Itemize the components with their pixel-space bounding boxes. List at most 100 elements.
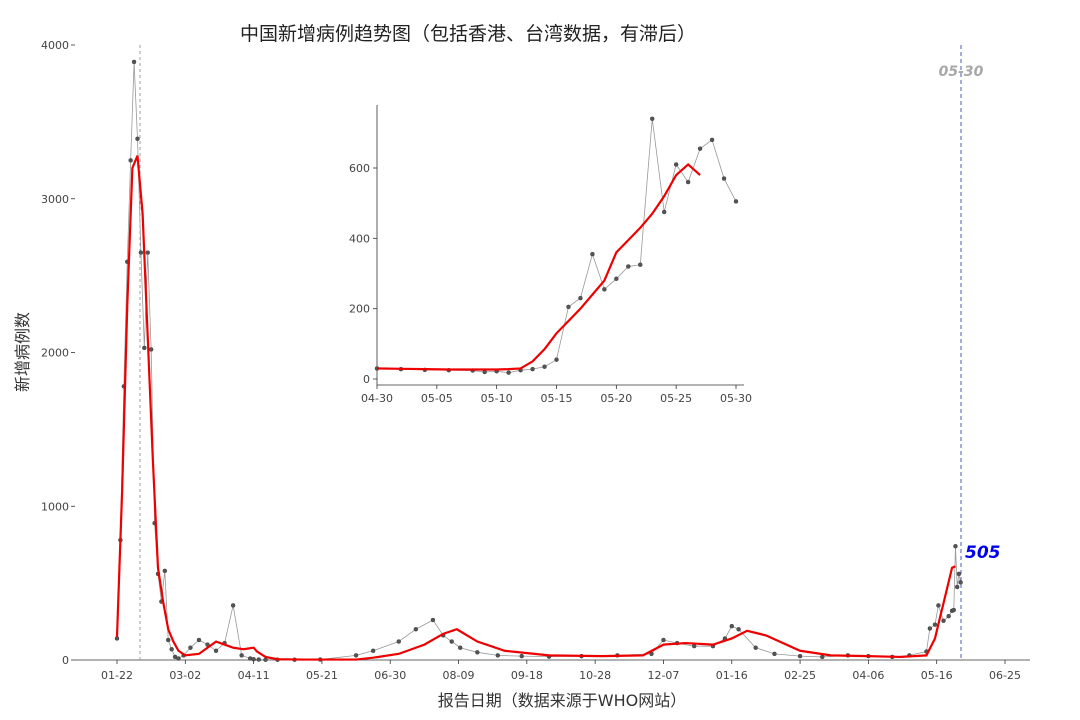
daily-point <box>932 622 938 627</box>
daily-point <box>495 653 501 658</box>
inset-daily-point <box>590 251 595 257</box>
inset-daily-point <box>542 364 547 369</box>
inset-daily-point <box>638 262 643 267</box>
y-tick-label: 2000 <box>41 347 69 360</box>
x-tick-label: 02-25 <box>784 669 816 682</box>
x-tick-label: 01-16 <box>716 669 748 682</box>
daily-point <box>135 136 140 141</box>
inset-daily-point <box>578 295 583 301</box>
inset-x-tick-label: 05-25 <box>660 392 692 405</box>
inset-daily-point <box>602 287 607 292</box>
x-tick-label: 08-09 <box>443 669 475 682</box>
inset-y-tick-label: 400 <box>349 232 370 245</box>
daily-point <box>692 643 697 649</box>
x-tick-label: 01-22 <box>101 669 133 682</box>
inset-daily-point <box>530 366 535 372</box>
daily-point <box>946 613 951 619</box>
x-tick-label: 04-11 <box>238 669 270 682</box>
daily-point <box>956 571 962 577</box>
inset-daily-point <box>685 179 691 185</box>
y-tick-label: 3000 <box>41 193 69 206</box>
daily-point <box>188 645 193 650</box>
daily-point <box>230 603 236 608</box>
inset-daily-point <box>554 357 559 362</box>
x-tick-label: 06-30 <box>374 669 406 682</box>
daily-point <box>169 647 174 652</box>
daily-point <box>430 617 436 623</box>
x-tick-label: 12-07 <box>647 669 679 682</box>
y-tick-label: 1000 <box>41 500 69 513</box>
inset-x-tick-label: 05-05 <box>421 392 453 405</box>
x-tick-label: 05-16 <box>921 669 953 682</box>
x-tick-label: 09-18 <box>511 669 543 682</box>
daily-point <box>951 607 956 613</box>
daily-point <box>213 648 219 653</box>
daily-point <box>729 623 734 629</box>
daily-point <box>413 627 419 632</box>
y-tick-label: 4000 <box>41 39 69 52</box>
daily-point <box>196 637 202 643</box>
daily-point <box>458 645 463 650</box>
daily-point <box>131 59 137 65</box>
daily-point <box>166 637 171 643</box>
daily-point <box>251 657 256 662</box>
inset-y-tick-label: 600 <box>349 162 370 175</box>
x-tick-label: 05-21 <box>306 669 338 682</box>
inset-smoothed-line <box>376 163 701 371</box>
inset-daily-point <box>506 370 511 375</box>
daily-point <box>239 653 244 658</box>
reference-date-label: 05-30 <box>939 64 984 80</box>
daily-point <box>936 603 941 608</box>
inset-plot <box>374 116 739 375</box>
daily-point <box>475 650 480 655</box>
inset-y-tick-label: 0 <box>363 373 370 386</box>
daily-point <box>772 651 777 657</box>
daily-point <box>820 654 825 660</box>
inset-y-tick-label: 200 <box>349 303 370 316</box>
x-tick-label: 03-02 <box>169 669 201 682</box>
daily-point <box>370 648 376 653</box>
last-value-label: 505 <box>965 543 1001 563</box>
inset-x-tick-label: 05-20 <box>600 392 632 405</box>
inset-daily-point <box>697 146 703 151</box>
daily-point <box>128 158 133 163</box>
inset-x-tick-label: 04-30 <box>361 392 393 405</box>
daily-point <box>176 656 181 661</box>
inset-axes: 0 200 400 600 04-30 05-05 05-10 05-15 05-20 05-25… <box>349 105 752 405</box>
daily-point <box>396 639 401 644</box>
smoothed-series-line <box>115 155 956 661</box>
inset-daily-point <box>626 264 631 269</box>
daily-point <box>148 347 154 352</box>
inset-daily-point <box>566 304 571 310</box>
daily-point <box>449 639 454 644</box>
inset-daily-point <box>614 276 619 281</box>
inset-daily-point <box>733 199 739 204</box>
daily-point <box>138 250 144 255</box>
daily-point <box>661 637 666 643</box>
daily-point <box>353 653 359 658</box>
daily-point <box>145 250 150 255</box>
x-tick-label: 04-06 <box>852 669 884 682</box>
main-plot <box>114 45 963 662</box>
daily-point <box>256 657 261 662</box>
inset-daily-point <box>721 176 727 181</box>
daily-point <box>954 584 960 590</box>
daily-point <box>958 580 963 585</box>
inset-x-tick-label: 05-30 <box>720 392 752 405</box>
daily-point <box>114 636 120 641</box>
inset-x-tick-label: 05-15 <box>541 392 573 405</box>
inset-daily-point <box>650 116 655 121</box>
y-tick-label: 0 <box>62 654 69 667</box>
daily-point <box>797 653 803 659</box>
daily-point <box>519 653 524 659</box>
daily-point <box>736 627 741 632</box>
daily-point <box>927 626 933 631</box>
daily-point <box>753 645 758 650</box>
x-axis-title: 报告日期（数据来源于WHO网站） <box>438 691 686 710</box>
inset-daily-point <box>709 137 715 143</box>
daily-series-line <box>116 61 961 661</box>
inset-daily-point <box>673 162 679 167</box>
daily-point <box>162 568 168 574</box>
